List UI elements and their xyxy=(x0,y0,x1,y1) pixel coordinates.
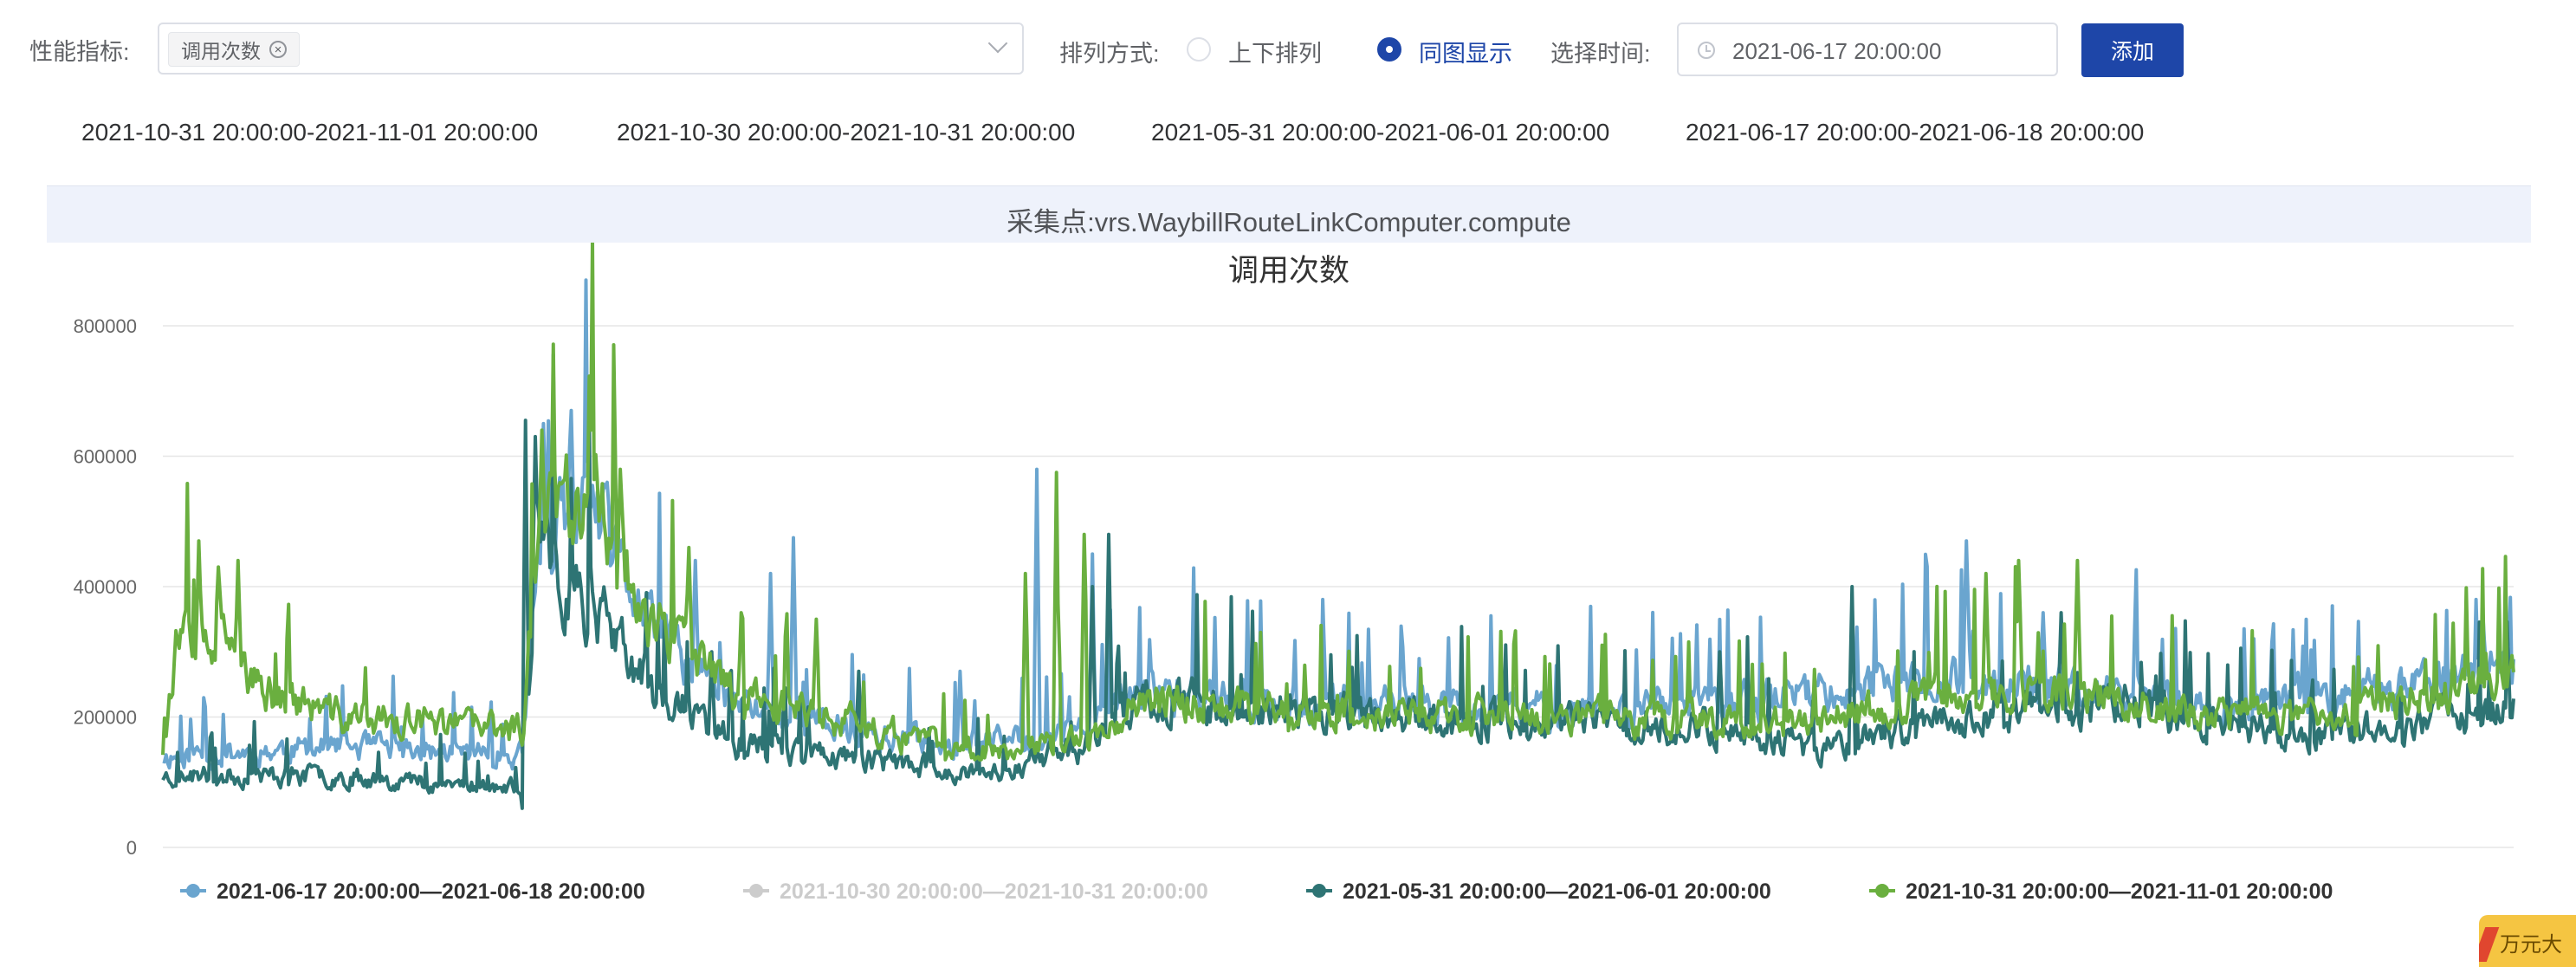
y-tick-label: 200000 xyxy=(74,707,137,729)
clock-icon xyxy=(1698,42,1715,59)
metric-label: 性能指标: xyxy=(29,39,130,65)
time-label: 选择时间: xyxy=(1550,41,1651,67)
y-tick-label: 600000 xyxy=(74,446,137,468)
radio-vertical-label[interactable]: 上下排列 xyxy=(1228,41,1322,67)
legend-item[interactable]: 2021-10-31 20:00:00—2021-11-01 20:00:00 xyxy=(1869,879,2333,904)
series-line[interactable] xyxy=(161,353,2515,810)
y-tick-label: 0 xyxy=(126,837,137,859)
range-tab[interactable]: 2021-10-31 20:00:00-2021-11-01 20:00:00 xyxy=(81,119,539,146)
add-button[interactable]: 添加 xyxy=(2081,23,2184,77)
toolbar: 性能指标: 调用次数 × 排列方式: 上下排列 同图显示 选择时间: 2021-… xyxy=(0,0,2576,95)
chart-title: 调用次数 xyxy=(1228,254,1349,288)
metric-select[interactable]: 调用次数 × xyxy=(158,23,1024,75)
chart-series xyxy=(161,243,2515,810)
legend-marker xyxy=(749,884,763,898)
legend-marker xyxy=(186,884,200,898)
legend-label: 2021-10-30 20:00:00—2021-10-31 20:00:00 xyxy=(780,879,1208,904)
metric-tag-label: 调用次数 xyxy=(181,40,261,62)
legend-marker xyxy=(1312,884,1326,898)
datetime-value: 2021-06-17 20:00:00 xyxy=(1732,38,1942,64)
radio-same-chart[interactable] xyxy=(1377,37,1401,62)
metric-tag: 调用次数 × xyxy=(168,32,300,67)
legend-marker xyxy=(1875,884,1889,898)
line-chart: 调用次数 0 200000 400000 600000 800000 2021-06-1… xyxy=(74,243,2515,904)
chevron-down-icon[interactable] xyxy=(987,33,1008,54)
close-icon[interactable]: × xyxy=(269,41,287,58)
layout-label: 排列方式: xyxy=(1059,41,1160,67)
legend-item[interactable]: 2021-06-17 20:00:00—2021-06-18 20:00:00 xyxy=(180,879,645,904)
corner-badge[interactable]: 万元大 xyxy=(2479,915,2576,967)
legend-label: 2021-10-31 20:00:00—2021-11-01 20:00:00 xyxy=(1906,879,2333,904)
chart-legend: 2021-06-17 20:00:00—2021-06-18 20:00:00 2… xyxy=(180,879,2333,904)
legend-label: 2021-06-17 20:00:00—2021-06-18 20:00:00 xyxy=(217,879,645,904)
y-tick-label: 400000 xyxy=(74,576,137,598)
range-tab[interactable]: 2021-10-30 20:00:00-2021-10-31 20:00:00 xyxy=(617,119,1076,146)
legend-item[interactable]: 2021-10-30 20:00:00—2021-10-31 20:00:00 xyxy=(743,879,1208,904)
radio-same-chart-label[interactable]: 同图显示 xyxy=(1419,41,1512,67)
range-tab[interactable]: 2021-06-17 20:00:00-2021-06-18 20:00:00 xyxy=(1686,119,2145,146)
y-axis: 0 200000 400000 600000 800000 xyxy=(74,315,137,859)
series-line[interactable] xyxy=(161,243,2515,762)
legend-item[interactable]: 2021-05-31 20:00:00—2021-06-01 20:00:00 xyxy=(1306,879,1771,904)
legend-label: 2021-05-31 20:00:00—2021-06-01 20:00:00 xyxy=(1343,879,1771,904)
radio-vertical[interactable] xyxy=(1187,37,1211,62)
collection-point-text: 采集点:vrs.WaybillRouteLinkComputer.compute xyxy=(1006,207,1571,237)
datetime-picker[interactable]: 2021-06-17 20:00:00 xyxy=(1677,23,2058,76)
y-tick-label: 800000 xyxy=(74,315,137,337)
collection-point-banner: 采集点:vrs.WaybillRouteLinkComputer.compute xyxy=(47,185,2531,243)
range-tab[interactable]: 2021-05-31 20:00:00-2021-06-01 20:00:00 xyxy=(1151,119,1610,146)
